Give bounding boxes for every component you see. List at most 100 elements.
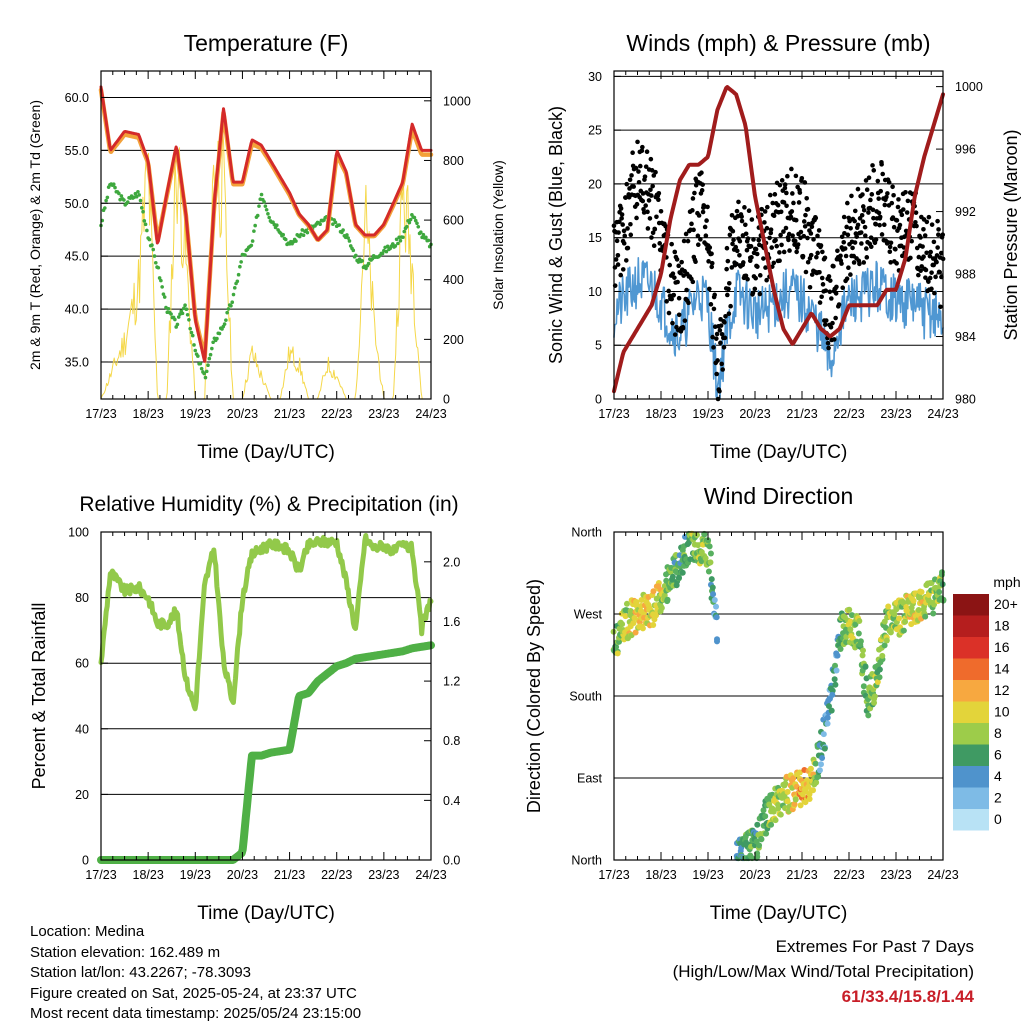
gust-point (854, 234, 859, 239)
direction-point (883, 637, 890, 644)
gust-point (740, 260, 746, 265)
gust-point (829, 296, 834, 301)
dewpoint-point (424, 235, 428, 240)
gust-point (868, 197, 873, 203)
gust-point (778, 209, 784, 215)
direction-point (775, 805, 782, 812)
gust-point (739, 214, 744, 219)
direction-point (930, 610, 937, 617)
direction-point (707, 550, 714, 557)
gust-point (876, 196, 882, 201)
dewpoint-point (416, 224, 421, 229)
gust-point (649, 193, 654, 198)
gust-point (782, 185, 788, 191)
temp-title: Temperature (F) (184, 30, 349, 56)
rh-y-tick-label: 0 (82, 854, 89, 868)
dewpoint-point (243, 253, 247, 257)
dewpoint-point (266, 212, 270, 216)
dewpoint-point (162, 295, 167, 299)
legend-swatch (953, 701, 989, 723)
gust-point (799, 176, 805, 181)
gust-point (680, 326, 686, 331)
gust-point (887, 249, 893, 255)
direction-point (796, 769, 803, 776)
legend-swatch (953, 787, 989, 809)
gust-point (835, 248, 840, 254)
dewpoint-point (366, 261, 371, 266)
gust-point (845, 232, 851, 238)
gust-point (706, 259, 711, 264)
gust-point (676, 263, 681, 269)
gust-point (736, 199, 741, 205)
gust-point (702, 224, 708, 230)
legend-label: 16 (994, 639, 1010, 655)
gust-point (718, 340, 723, 346)
dewpoint-point (122, 198, 126, 202)
gust-point (656, 190, 662, 196)
wind-y-tick-label: 10 (588, 285, 602, 299)
gust-point (779, 178, 785, 183)
gust-point (817, 300, 823, 305)
dewpoint-point (333, 220, 338, 225)
gust-point (825, 340, 831, 346)
dewpoint-point (208, 352, 213, 357)
gust-point (929, 270, 934, 275)
legend-swatch (953, 766, 989, 788)
gust-point (722, 335, 728, 341)
gust-point (859, 212, 865, 218)
gust-point (887, 244, 893, 250)
gust-point (864, 255, 870, 260)
gust-point (861, 207, 867, 213)
gust-point (628, 232, 634, 238)
direction-point (860, 683, 867, 690)
gust-point (731, 237, 736, 243)
gust-point (802, 180, 808, 185)
gust-point (790, 233, 795, 238)
dewpoint-point (217, 331, 222, 336)
gust-point (805, 259, 811, 265)
x-tick-label: 24/23 (927, 407, 958, 421)
gust-point (895, 204, 901, 210)
direction-point (874, 679, 881, 686)
gust-point (625, 245, 631, 251)
x-tick-label: 18/23 (645, 407, 676, 421)
dewpoint-point (169, 312, 173, 316)
gust-point (763, 265, 768, 270)
direction-point (887, 629, 894, 636)
legend-label: 12 (994, 682, 1010, 698)
dewpoint-point (262, 200, 266, 204)
gust-point (620, 222, 625, 227)
gust-point (882, 202, 888, 208)
dewpoint-point (103, 206, 107, 210)
gust-point (672, 275, 677, 280)
gust-point (714, 371, 719, 377)
gust-point (811, 237, 816, 242)
x-tick-label: 20/23 (739, 868, 770, 882)
dewpoint-point (345, 233, 349, 237)
humidity-line (98, 533, 434, 712)
gust-point (756, 237, 761, 243)
temp-y-tick-label: 45.0 (65, 250, 89, 264)
gust-point (893, 246, 898, 252)
direction-point (865, 712, 872, 719)
gust-point (827, 278, 833, 283)
gust-point (896, 197, 901, 202)
gust-point (851, 260, 857, 265)
gust-point (807, 284, 813, 290)
direction-point (664, 598, 671, 605)
direction-point (713, 603, 720, 610)
gust-point (804, 195, 809, 201)
direction-point (658, 604, 665, 611)
gust-point (621, 228, 627, 234)
gust-point (932, 290, 937, 296)
direction-point (711, 597, 718, 604)
gust-point (833, 315, 838, 321)
direction-point (639, 625, 646, 632)
gust-point (802, 224, 808, 229)
gust-point (614, 238, 620, 244)
gust-point (675, 279, 680, 285)
gust-point (753, 275, 758, 281)
x-tick-label: 22/23 (833, 868, 864, 882)
wind-y-tick-label: 5 (595, 339, 602, 353)
gust-point (743, 231, 749, 237)
